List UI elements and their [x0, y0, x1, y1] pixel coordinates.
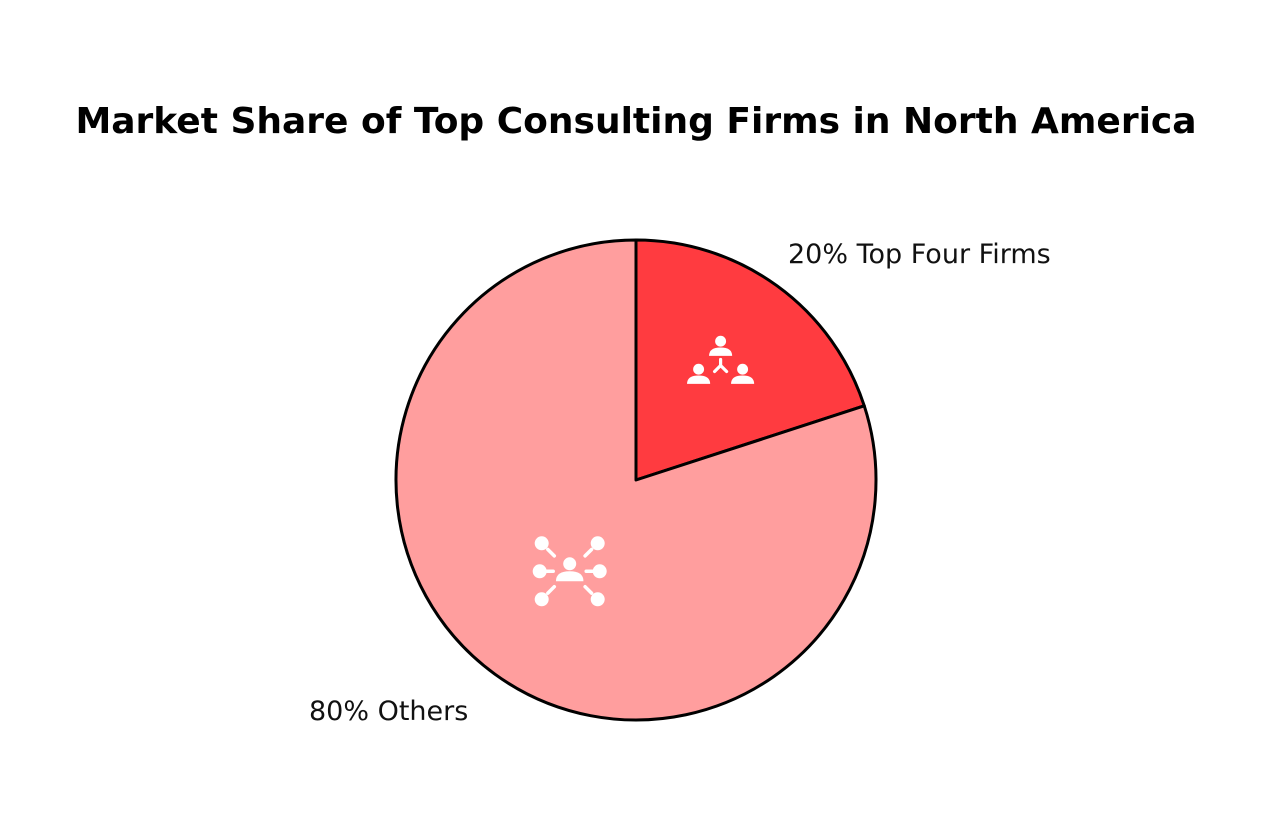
connected-people-icon: [532, 536, 607, 607]
slice-label-top-four-firms: 20% Top Four Firms: [788, 239, 1051, 270]
network-people-icon: [687, 335, 755, 384]
chart-title: Market Share of Top Consulting Firms in …: [75, 101, 1197, 142]
pie-slice-others: [394, 238, 878, 722]
pie-slice-top-four-firms: [634, 238, 866, 482]
slice-label-others: 80% Others: [309, 696, 468, 727]
